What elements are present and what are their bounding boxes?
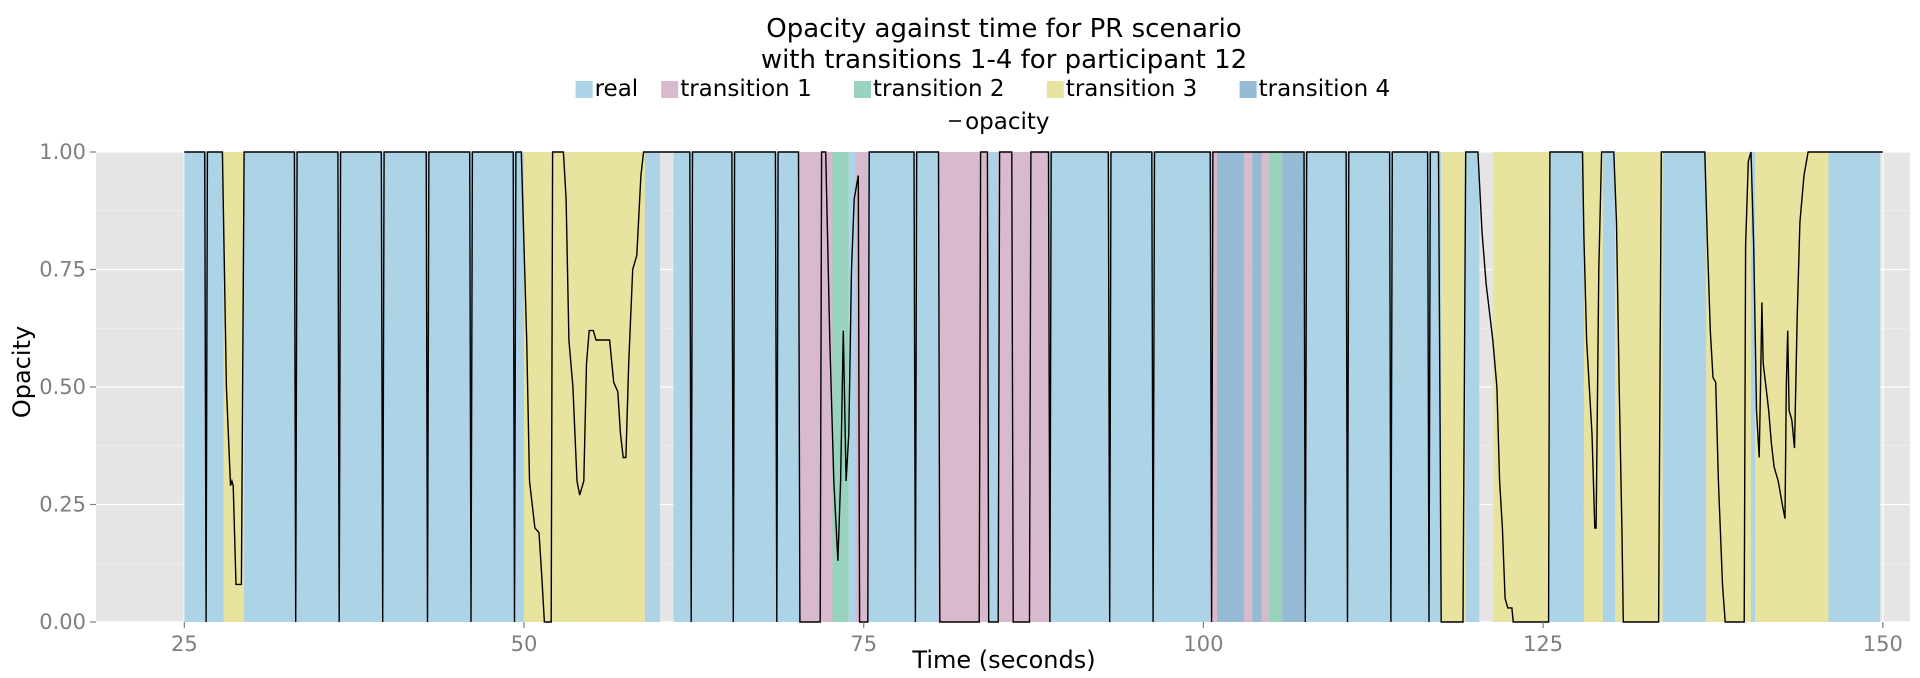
legend-label-transition-2: transition 2 <box>873 76 1005 102</box>
band-transition-3 <box>1492 152 1550 622</box>
band-real <box>471 152 515 622</box>
band-real <box>1828 152 1881 622</box>
band-real <box>1465 152 1480 622</box>
band-transition-1 <box>938 152 981 622</box>
band-real <box>1428 152 1442 622</box>
x-tick-label: 75 <box>850 632 877 656</box>
legend-swatch-transition-1 <box>661 81 679 98</box>
band-real <box>382 152 428 622</box>
band-transition-1 <box>1013 152 1031 622</box>
band-transition-3 <box>1615 152 1663 622</box>
legend-label-transition-1: transition 1 <box>680 76 812 102</box>
chart-title-line1: Opacity against time for PR scenario <box>766 14 1241 44</box>
band-real <box>1347 152 1391 622</box>
band-real <box>691 152 734 622</box>
x-tick-label: 100 <box>1183 632 1223 656</box>
x-axis-label: Time (seconds) <box>911 646 1095 674</box>
chart-legend: real transition 1 transition 2 transition 3… <box>575 76 1391 102</box>
legend-label-transition-4: transition 4 <box>1259 76 1391 102</box>
band-transition-3 <box>1755 152 1829 622</box>
band-real <box>206 152 224 622</box>
band-real <box>776 152 800 622</box>
band-transition-3 <box>1706 152 1752 622</box>
legend-swatch-transition-4 <box>1239 81 1257 98</box>
band-real <box>1751 152 1756 622</box>
x-tick-label: 125 <box>1523 632 1563 656</box>
band-real <box>295 152 340 622</box>
band-real <box>867 152 916 622</box>
chart-title-line2: with transitions 1-4 for participant 12 <box>761 45 1247 75</box>
band-real <box>184 152 207 622</box>
band-real <box>1602 152 1616 622</box>
legend-swatch-real <box>575 81 593 98</box>
y-tick-label: 1.00 <box>39 140 86 164</box>
band-real <box>1153 152 1211 622</box>
band-real <box>673 152 692 622</box>
y-tick-label: 0.25 <box>39 493 86 517</box>
band-transition-1 <box>855 152 868 622</box>
x-tick-label: 50 <box>511 632 538 656</box>
band-transition-1 <box>799 152 822 622</box>
category-bands <box>184 152 1881 622</box>
band-real <box>1305 152 1348 622</box>
band-transition-2 <box>832 152 841 622</box>
band-real <box>514 152 525 622</box>
band-real <box>915 152 939 622</box>
band-transition-1 <box>980 152 989 622</box>
band-transition-1 <box>998 152 1014 622</box>
x-tick-label: 25 <box>171 632 198 656</box>
y-axis-ticks: 0.00 0.25 0.50 0.75 1.00 <box>39 140 96 634</box>
y-axis-label: Opacity <box>8 326 36 418</box>
legend-swatch-transition-3 <box>1046 81 1064 98</box>
band-transition-3 <box>223 152 245 622</box>
band-transition-3 <box>524 152 571 622</box>
band-transition-1 <box>1244 152 1253 622</box>
band-real <box>339 152 383 622</box>
band-real <box>1662 152 1707 622</box>
legend-label-transition-3: transition 3 <box>1066 76 1198 102</box>
opacity-line <box>184 151 1883 623</box>
band-transition-2 <box>1268 152 1283 622</box>
line-legend: opacity <box>949 109 1050 135</box>
x-tick-label: 150 <box>1863 632 1903 656</box>
band-real <box>427 152 472 622</box>
band-transition-1 <box>1261 152 1269 622</box>
band-real <box>1390 152 1429 622</box>
band-real <box>644 152 660 622</box>
band-real <box>1049 152 1110 622</box>
band-transition-4 <box>1217 152 1245 622</box>
band-real <box>244 152 296 622</box>
band-real <box>733 152 777 622</box>
legend-swatch-transition-2 <box>854 81 871 98</box>
y-tick-label: 0.50 <box>39 375 86 399</box>
y-tick-label: 0.75 <box>39 258 86 282</box>
band-transition-3 <box>1441 152 1466 622</box>
band-transition-1 <box>1030 152 1050 622</box>
legend-label-opacity: opacity <box>965 109 1049 135</box>
legend-label-real: real <box>595 76 639 102</box>
band-real <box>1109 152 1154 622</box>
band-real <box>988 152 999 622</box>
band-transition-4 <box>1282 152 1306 622</box>
y-tick-label: 0.00 <box>39 610 86 634</box>
x-axis-ticks: 25 50 75 100 125 150 <box>171 622 1903 656</box>
band-transition-4 <box>1252 152 1262 622</box>
band-real <box>1549 152 1584 622</box>
band-transition-1 <box>821 152 833 622</box>
band-transition-1 <box>1210 152 1218 622</box>
band-transition-3 <box>570 152 645 622</box>
band-real <box>848 152 856 622</box>
